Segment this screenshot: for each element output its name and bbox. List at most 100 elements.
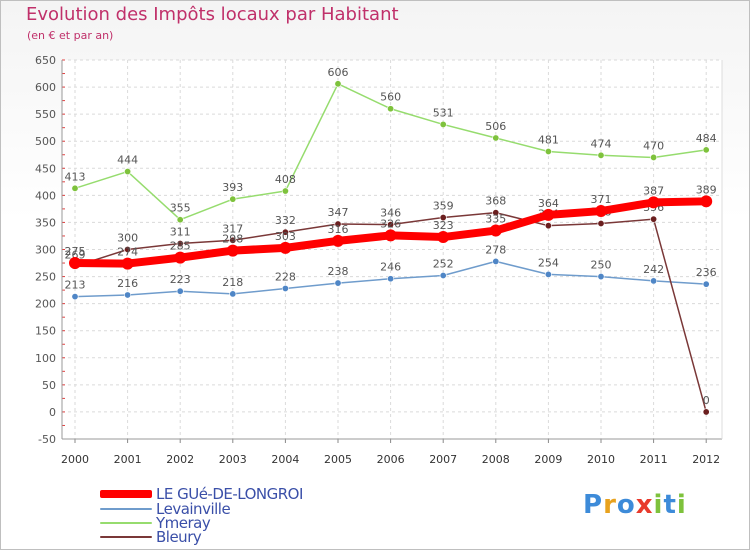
y-tick-label: 650 bbox=[35, 54, 56, 67]
logo-letter: x bbox=[635, 490, 654, 520]
data-point-ymeray bbox=[597, 151, 605, 159]
data-point-ymeray bbox=[334, 80, 342, 88]
data-point-bleury bbox=[492, 209, 500, 217]
data-label-levainville: 236 bbox=[696, 266, 717, 279]
data-label-le-gu-de-longroi: 326 bbox=[380, 217, 401, 230]
data-label-ymeray: 470 bbox=[643, 139, 664, 152]
data-point-ymeray bbox=[387, 105, 395, 113]
data-label-bleury: 332 bbox=[275, 214, 296, 227]
data-label-ymeray: 393 bbox=[222, 181, 243, 194]
data-point-levainville bbox=[702, 280, 710, 288]
y-tick-label: 350 bbox=[35, 216, 56, 229]
data-point-levainville bbox=[281, 284, 289, 292]
data-label-levainville: 223 bbox=[170, 273, 191, 286]
chart-title: Evolution des Impôts locaux par Habitant bbox=[26, 4, 399, 25]
x-tick-label: 2010 bbox=[587, 453, 615, 466]
data-label-bleury: 359 bbox=[433, 200, 454, 213]
data-label-le-gu-de-longroi: 274 bbox=[117, 246, 138, 259]
x-tick-label: 2000 bbox=[61, 453, 89, 466]
data-label-bleury: 317 bbox=[222, 222, 243, 235]
legend-item-levainville: Levainville bbox=[100, 500, 231, 518]
data-label-ymeray: 474 bbox=[591, 137, 612, 150]
legend-label: Ymeray bbox=[156, 514, 211, 532]
y-tick-label: 100 bbox=[35, 352, 56, 365]
data-point-le-gu-de-longroi bbox=[647, 196, 660, 209]
data-point-bleury bbox=[124, 246, 132, 254]
data-label-ymeray: 560 bbox=[380, 91, 401, 104]
data-point-levainville bbox=[650, 277, 658, 285]
data-label-levainville: 238 bbox=[328, 265, 349, 278]
data-label-le-gu-de-longroi: 298 bbox=[222, 233, 243, 246]
data-point-levainville bbox=[176, 287, 184, 295]
x-tick-label: 2005 bbox=[324, 453, 352, 466]
y-tick-label: 450 bbox=[35, 162, 56, 175]
data-label-ymeray: 481 bbox=[538, 134, 559, 147]
chart-subtitle: (en € et par an) bbox=[27, 29, 114, 42]
logo-letter: P bbox=[583, 490, 604, 520]
y-tick-label: 400 bbox=[35, 189, 56, 202]
data-label-ymeray: 531 bbox=[433, 106, 454, 119]
data-label-ymeray: 606 bbox=[328, 66, 349, 79]
data-label-le-gu-de-longroi: 323 bbox=[433, 219, 454, 232]
data-label-levainville: 213 bbox=[65, 279, 86, 292]
data-point-le-gu-de-longroi bbox=[489, 224, 502, 237]
data-point-le-gu-de-longroi bbox=[700, 195, 713, 208]
data-point-le-gu-de-longroi bbox=[226, 244, 239, 257]
data-point-ymeray bbox=[650, 153, 658, 161]
data-point-ymeray bbox=[702, 146, 710, 154]
data-label-bleury: 269 bbox=[65, 248, 86, 261]
data-label-ymeray: 408 bbox=[275, 173, 296, 186]
data-point-bleury bbox=[387, 221, 395, 229]
data-point-ymeray bbox=[71, 184, 79, 192]
data-point-le-gu-de-longroi bbox=[384, 229, 397, 242]
data-label-levainville: 252 bbox=[433, 257, 454, 270]
y-tick-label: 0 bbox=[49, 406, 56, 419]
data-label-bleury: 0 bbox=[703, 394, 710, 407]
legend-label: Bleury bbox=[156, 528, 202, 546]
logo-letter: i bbox=[653, 490, 664, 520]
y-tick-label: 550 bbox=[35, 108, 56, 121]
data-point-bleury bbox=[597, 220, 605, 228]
legend-swatch bbox=[100, 508, 152, 510]
data-label-ymeray: 444 bbox=[117, 154, 138, 167]
data-point-levainville bbox=[71, 293, 79, 301]
data-label-ymeray: 484 bbox=[696, 132, 717, 145]
x-tick-label: 2002 bbox=[166, 453, 194, 466]
data-point-levainville bbox=[544, 270, 552, 278]
data-point-bleury bbox=[439, 214, 447, 222]
data-point-le-gu-de-longroi bbox=[69, 257, 81, 270]
data-point-ymeray bbox=[492, 134, 500, 142]
data-point-le-gu-de-longroi bbox=[174, 251, 187, 264]
data-point-bleury bbox=[176, 240, 184, 248]
x-tick-label: 2011 bbox=[640, 453, 668, 466]
data-point-ymeray bbox=[281, 187, 289, 195]
data-point-ymeray bbox=[544, 148, 552, 156]
data-point-levainville bbox=[439, 271, 447, 279]
data-point-bleury bbox=[334, 220, 342, 228]
data-point-bleury bbox=[650, 215, 658, 223]
x-tick-label: 2004 bbox=[271, 453, 299, 466]
data-label-levainville: 216 bbox=[117, 277, 138, 290]
data-label-le-gu-de-longroi: 275 bbox=[65, 245, 86, 258]
data-point-bleury bbox=[281, 228, 289, 236]
x-tick-label: 2007 bbox=[429, 453, 457, 466]
data-label-levainville: 250 bbox=[591, 259, 612, 272]
logo-letter: r bbox=[603, 490, 617, 520]
data-point-levainville bbox=[492, 257, 500, 265]
x-tick-label: 2012 bbox=[692, 453, 720, 466]
data-label-le-gu-de-longroi: 371 bbox=[591, 193, 612, 206]
data-point-levainville bbox=[597, 273, 605, 281]
legend-item-ymeray: Ymeray bbox=[100, 514, 211, 532]
data-label-levainville: 242 bbox=[643, 263, 664, 276]
data-point-levainville bbox=[387, 275, 395, 283]
data-point-ymeray bbox=[124, 168, 132, 176]
legend-label: Levainville bbox=[156, 500, 231, 518]
data-label-levainville: 278 bbox=[485, 243, 506, 256]
y-tick-label: 50 bbox=[42, 379, 56, 392]
legend-item-le-gue-de-longroi: LE GUé-DE-LONGROI bbox=[100, 485, 303, 503]
legend-item-bleury: Bleury bbox=[100, 528, 202, 546]
data-label-le-gu-de-longroi: 303 bbox=[275, 230, 296, 243]
data-point-le-gu-de-longroi bbox=[332, 234, 344, 247]
data-label-bleury: 311 bbox=[170, 226, 191, 239]
